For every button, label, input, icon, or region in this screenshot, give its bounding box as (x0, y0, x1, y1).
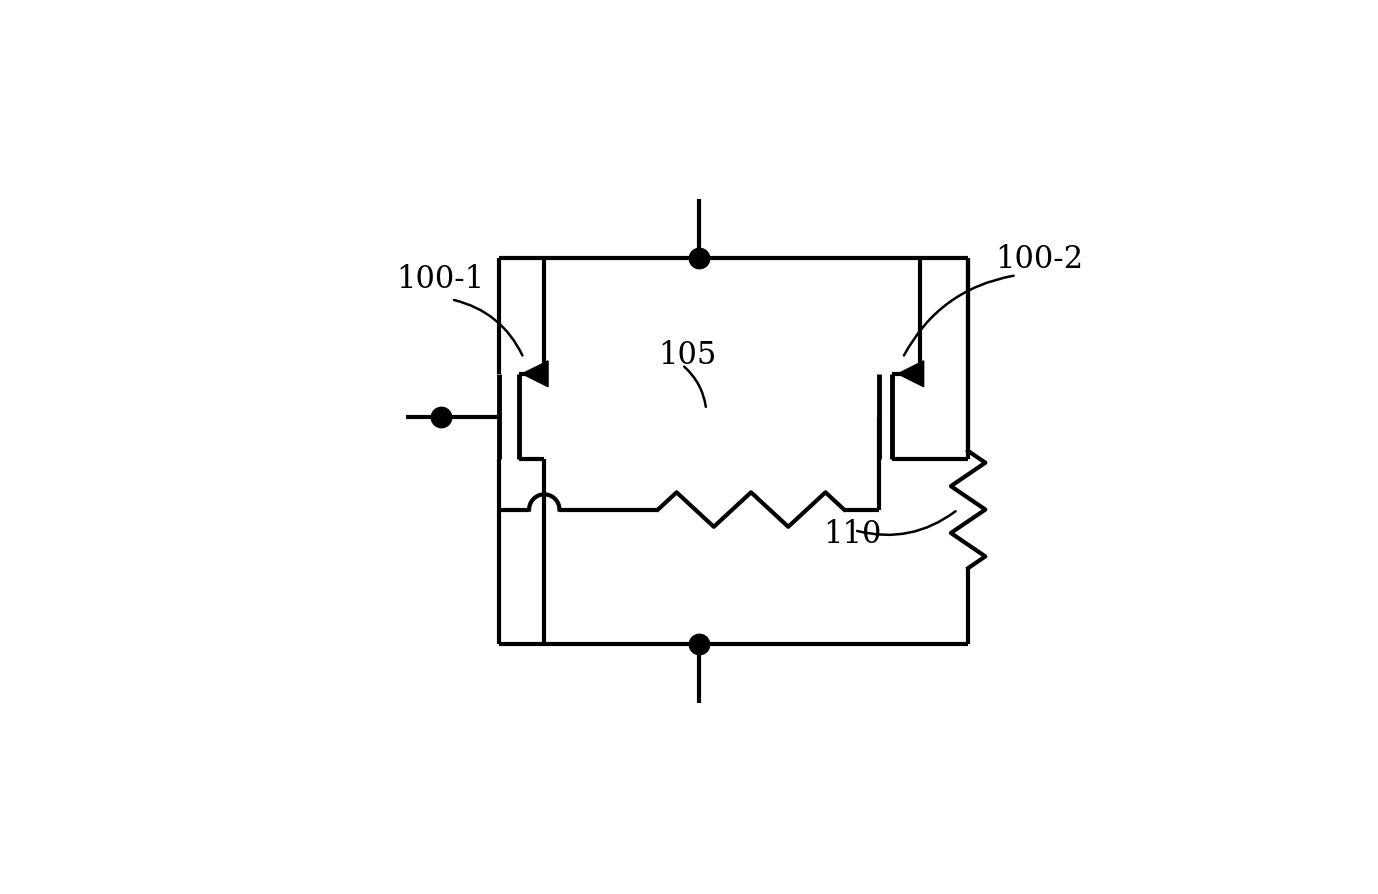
Point (688, 637, 710, 652)
Polygon shape (898, 361, 923, 387)
Text: 105: 105 (657, 340, 717, 371)
Polygon shape (522, 361, 548, 387)
Point (688, 251, 710, 266)
Point (430, 409, 452, 424)
Text: 100-2: 100-2 (996, 243, 1083, 274)
Text: 110: 110 (824, 519, 882, 550)
Text: 100-1: 100-1 (395, 264, 484, 295)
